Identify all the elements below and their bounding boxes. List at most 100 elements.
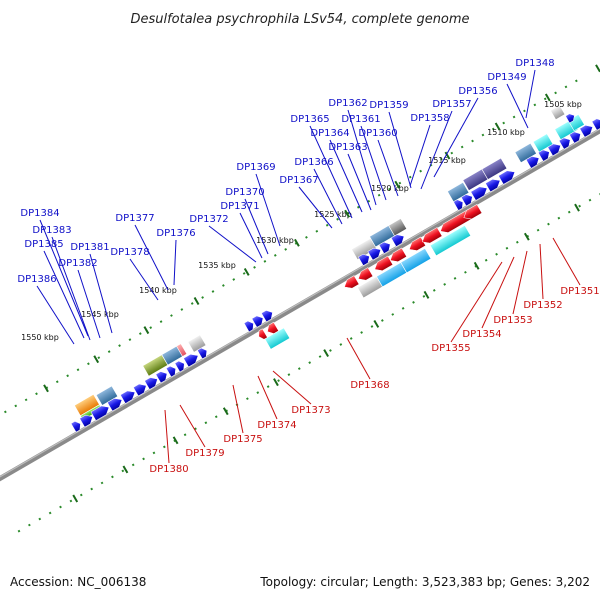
gene-label-dp1381[interactable]: DP1381 [70,242,109,253]
gene-label-dp1352[interactable]: DP1352 [523,300,562,311]
forward-gene-arrow [183,354,199,368]
leader-line [481,256,515,329]
forward-gene-arrow [569,131,581,144]
forward-gene-arrow [525,156,540,169]
gene-label-dp1364[interactable]: DP1364 [310,128,349,139]
leader-line [208,225,257,263]
ruler-tick-label: 1520 kbp [371,184,409,193]
leader-line [360,125,387,201]
gene-label-dp1380[interactable]: DP1380 [149,464,188,475]
ruler-tick [595,64,600,73]
gene-label-dp1359[interactable]: DP1359 [369,100,408,111]
leader-line [77,269,101,339]
reverse-gene-arrow [258,328,268,340]
gene-label-dp1370[interactable]: DP1370 [225,187,264,198]
ruler-tick [294,238,300,247]
gene-label-dp1375[interactable]: DP1375 [223,434,262,445]
feature-navy-b [481,157,508,180]
leader-line [506,83,529,129]
ruler-tick [444,151,451,160]
gene-label-dp1360[interactable]: DP1360 [358,128,397,139]
forward-gene-arrow [90,405,110,421]
gene-label-dp1363[interactable]: DP1363 [328,142,367,153]
genome-summary-text: Topology: circular; Length: 3,523,383 bp… [259,575,590,589]
ruler-tick [323,349,329,358]
gene-label-dp1386[interactable]: DP1386 [17,274,56,285]
gene-label-dp1355[interactable]: DP1355 [431,343,470,354]
forward-gene-arrow [107,398,123,412]
ruler-tick [172,436,179,445]
forward-gene-arrow [565,113,575,124]
gene-label-dp1349[interactable]: DP1349 [487,72,526,83]
reverse-gene-arrow [344,275,360,289]
ruler-tick [473,261,480,270]
feature-dark-mid [388,218,408,237]
reverse-gene-arrow [267,321,279,334]
gene-label-dp1351[interactable]: DP1351 [560,286,599,297]
forward-gene-arrow [591,118,600,131]
gene-label-dp1373[interactable]: DP1373 [291,405,330,416]
leader-line [309,125,353,219]
ruler-tick [72,494,79,503]
ruler-tick-label: 1545 kbp [81,310,119,319]
leader-line [244,198,269,255]
gene-label-dp1371[interactable]: DP1371 [220,201,259,212]
leader-line [347,109,377,206]
feature-cyan-long [429,224,472,257]
gene-label-dp1372[interactable]: DP1372 [189,214,228,225]
gene-label-dp1374[interactable]: DP1374 [257,420,296,431]
forward-gene-arrow [579,125,593,138]
reverse-gene-arrow [357,267,374,281]
gene-label-dp1379[interactable]: DP1379 [185,448,224,459]
forward-gene-arrow [470,186,488,201]
gene-label-dp1362[interactable]: DP1362 [328,98,367,109]
forward-gene-arrow [537,149,550,162]
gene-label-dp1376[interactable]: DP1376 [156,228,195,239]
forward-gene-arrow [197,347,208,360]
ruler-tick [373,320,380,328]
gene-label-dp1354[interactable]: DP1354 [462,329,501,340]
forward-gene-arrow [251,315,264,328]
ruler-tick [193,297,200,305]
gene-label-dp1365[interactable]: DP1365 [290,114,329,125]
gene-label-dp1382[interactable]: DP1382 [58,258,97,269]
leader-line [347,153,372,211]
ruler-tick [494,122,501,131]
gene-label-dp1361[interactable]: DP1361 [341,114,380,125]
leader-line [433,97,479,178]
forward-gene-arrow [558,137,571,150]
reverse-gene-arrow [374,255,394,271]
gene-label-dp1369[interactable]: DP1369 [236,162,275,173]
gene-label-dp1353[interactable]: DP1353 [493,315,532,326]
gene-label-dp1384[interactable]: DP1384 [20,208,59,219]
leader-line [51,236,91,341]
forward-gene-arrow [120,390,136,404]
gene-label-dp1367[interactable]: DP1367 [279,175,318,186]
ruler-tick [423,290,430,299]
leader-line [232,384,244,434]
gene-label-dp1385[interactable]: DP1385 [24,239,63,250]
leader-line [298,186,333,229]
forward-gene-arrow [547,143,561,157]
gene-label-dp1368[interactable]: DP1368 [350,380,389,391]
gene-label-dp1377[interactable]: DP1377 [115,213,154,224]
gene-label-dp1348[interactable]: DP1348 [515,58,554,69]
gene-label-dp1366[interactable]: DP1366 [294,157,333,168]
gene-label-dp1378[interactable]: DP1378 [110,247,149,258]
ruler-tick [222,407,229,416]
ruler-tick-label: 1515 kbp [428,156,466,165]
gene-label-dp1383[interactable]: DP1383 [32,225,71,236]
gene-label-dp1358[interactable]: DP1358 [410,113,449,124]
ruler-tick-label: 1505 kbp [544,100,582,109]
leader-line [89,253,113,334]
forward-gene-arrow [390,234,405,247]
leader-line [39,219,89,337]
map-title: Desulfotalea psychrophila LSv54, complet… [130,12,469,27]
leader-line [450,261,503,343]
forward-gene-arrow [378,241,391,254]
ruler-tick [273,378,279,387]
gene-label-dp1356[interactable]: DP1356 [458,86,497,97]
gene-label-dp1357[interactable]: DP1357 [432,99,471,110]
leader-line [346,337,371,380]
